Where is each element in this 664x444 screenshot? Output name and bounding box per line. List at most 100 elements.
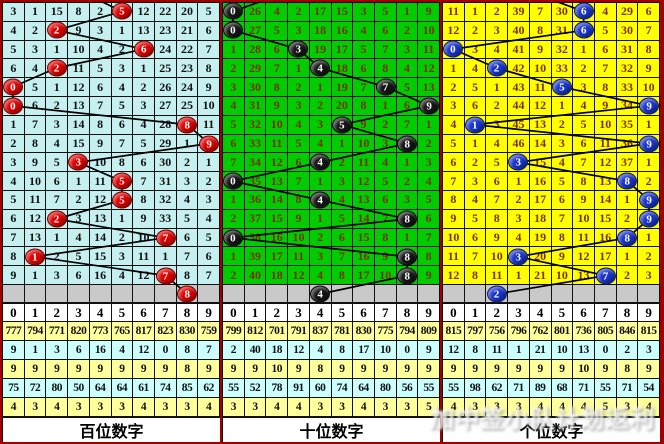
stat-value: 4 <box>111 341 134 360</box>
miss-cell: 5 <box>24 78 47 97</box>
miss-cell: 9 <box>89 134 112 154</box>
stats-row: 815 797 756 796 762 801 736 805 846 815 <box>443 322 660 341</box>
spacer-cell <box>374 285 397 303</box>
stat-value: 8 <box>464 341 487 360</box>
stat-value: 17 <box>353 341 375 360</box>
miss-cell: 9 <box>3 266 25 285</box>
miss-cell: 3 <box>46 115 69 135</box>
miss-cell: 12 <box>529 96 552 116</box>
miss-cell: 3 <box>24 40 47 60</box>
miss-cell: 39 <box>244 247 267 267</box>
stat-value: 21 <box>529 341 552 360</box>
spacer-cell <box>46 285 69 303</box>
miss-cell: 7 <box>529 3 552 22</box>
drawn-ball: 9 <box>639 191 660 209</box>
stat-value: 68 <box>551 379 574 398</box>
miss-cell: 8 <box>111 153 134 173</box>
miss-cell: 4 <box>551 153 574 173</box>
stat-value: 4 <box>573 398 595 417</box>
miss-cell: 4 <box>223 96 245 116</box>
spacer-row <box>2 285 220 303</box>
stat-value: 820 <box>68 322 90 341</box>
stat-value: 799 <box>223 322 245 341</box>
stat-value: 9 <box>353 360 375 379</box>
miss-cell: 4 <box>464 59 487 79</box>
stat-value: 3 <box>396 398 419 417</box>
stat-value: 4 <box>198 398 220 417</box>
miss-cell: 11 <box>573 228 595 248</box>
miss-cell: 1 <box>309 78 332 97</box>
stat-value: 9 <box>68 360 90 379</box>
miss-cell: 4 <box>46 134 69 154</box>
miss-cell: 29 <box>154 134 177 154</box>
digit-header: 2 <box>46 304 69 322</box>
drawn-ball: 2 <box>486 59 507 77</box>
drawn-ball: 8 <box>177 116 198 134</box>
miss-cell: 1 <box>46 228 69 248</box>
miss-cell: 1 <box>3 115 25 135</box>
drawn-ball: 2 <box>46 21 67 39</box>
stat-value: 9 <box>508 360 530 379</box>
spacer-cell <box>418 285 440 303</box>
stat-value: 736 <box>573 322 595 341</box>
miss-cell: 11 <box>24 190 47 210</box>
miss-cell: 12 <box>418 59 440 79</box>
miss-cell: 6 <box>331 228 354 248</box>
miss-cell: 2 <box>396 21 419 41</box>
miss-cell: 8 <box>68 3 90 22</box>
miss-cell: 3 <box>508 209 530 229</box>
miss-cell: 1 <box>464 134 487 154</box>
miss-cell: 12 <box>353 172 375 191</box>
stat-value: 71 <box>573 379 595 398</box>
miss-cell: 33 <box>616 78 639 97</box>
miss-cell: 1 <box>223 190 245 210</box>
stats-row: 55 52 78 91 60 74 64 80 56 55 <box>223 379 440 398</box>
spacer-cell <box>396 285 419 303</box>
miss-cell: 1 <box>111 21 134 41</box>
miss-cell: 2 <box>464 21 487 41</box>
miss-cell: 9 <box>198 78 220 97</box>
stat-value: 40 <box>244 341 267 360</box>
miss-cell: 3 <box>111 247 134 267</box>
stat-value: 765 <box>111 322 134 341</box>
spacer-cell <box>638 285 660 303</box>
stat-value: 3 <box>331 398 354 417</box>
miss-cell: 22 <box>154 3 177 22</box>
miss-cell: 8 <box>464 266 487 285</box>
miss-cell: 5 <box>464 209 487 229</box>
miss-cell: 8 <box>486 209 509 229</box>
miss-cell: 1 <box>24 3 47 22</box>
stat-value: 8 <box>331 341 354 360</box>
stat-value: 830 <box>353 322 375 341</box>
miss-cell: 6 <box>353 59 375 79</box>
miss-cell: 24 <box>176 78 199 97</box>
miss-cell: 6 <box>464 228 487 248</box>
digit-header: 0 <box>223 304 245 322</box>
stat-value: 791 <box>288 322 310 341</box>
predicted-ball: 2 <box>486 285 507 303</box>
digit-header: 9 <box>418 304 440 322</box>
miss-cell: 13 <box>353 190 375 210</box>
stat-value: 80 <box>46 379 69 398</box>
miss-cell: 2 <box>418 134 440 154</box>
drawn-ball: 0 <box>222 172 243 190</box>
stat-value: 10 <box>573 360 595 379</box>
miss-cell: 10 <box>24 172 47 191</box>
miss-cell: 1 <box>638 115 660 135</box>
digit-header: 8 <box>176 304 199 322</box>
digit-header: 0 <box>3 304 25 322</box>
miss-cell: 7 <box>223 153 245 173</box>
stat-value: 796 <box>508 322 530 341</box>
stat-value: 71 <box>616 379 639 398</box>
miss-cell: 7 <box>418 228 440 248</box>
miss-cell: 11 <box>443 3 465 22</box>
miss-cell: 33 <box>551 59 574 79</box>
stat-value: 701 <box>266 322 289 341</box>
stat-value: 3 <box>154 398 177 417</box>
drawn-ball: 7 <box>155 267 176 285</box>
spacer-cell <box>133 285 155 303</box>
miss-cell: 28 <box>154 115 177 135</box>
spacer-cell <box>573 285 595 303</box>
stat-value: 98 <box>464 379 487 398</box>
